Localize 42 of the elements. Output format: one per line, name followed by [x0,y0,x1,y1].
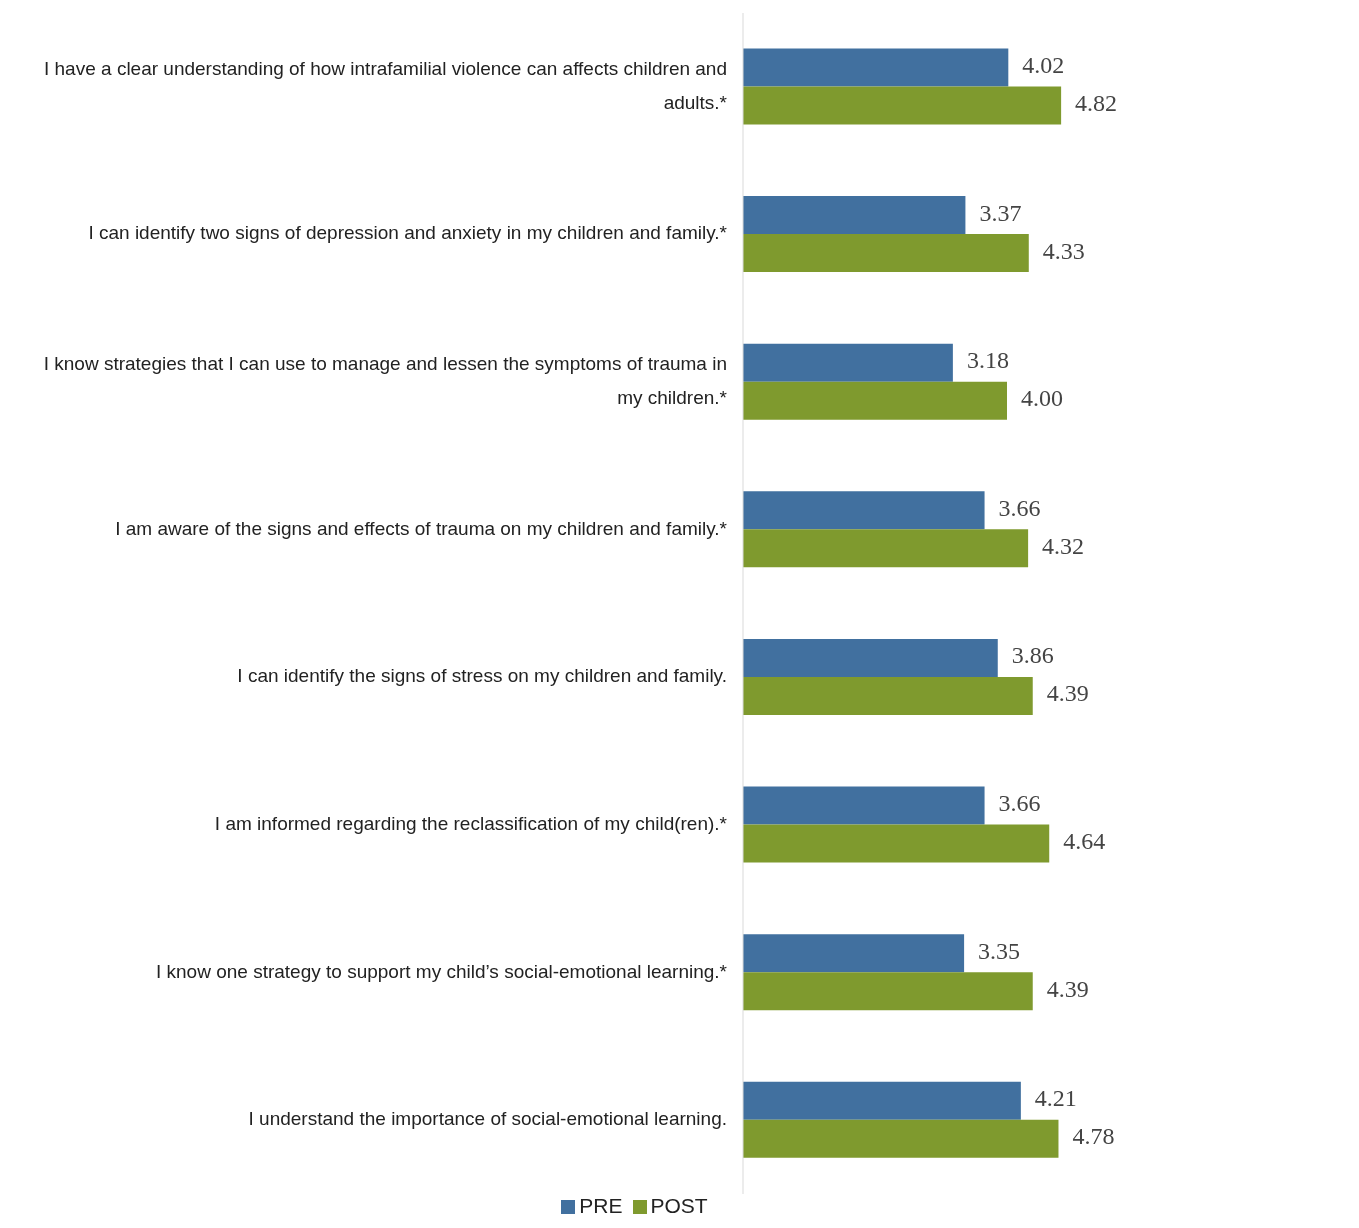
y-tick-label: I am aware of the signs and effects of trauma on my children and family.* [115,517,728,539]
bar [743,343,953,382]
bar [743,824,1050,863]
data-label: 4.32 [1042,532,1085,559]
legend-label: PRE [579,1194,623,1217]
data-label: 3.66 [998,494,1041,521]
data-label: 4.39 [1046,680,1089,707]
bar [743,491,985,530]
data-label: 3.37 [979,199,1022,226]
y-tick-label: I can identify the signs of stress on my children and family. [237,665,727,687]
data-label: 3.35 [978,937,1021,964]
data-label: 4.00 [1021,385,1063,412]
bar [743,676,1033,715]
bar [743,972,1033,1011]
y-tick-label: I know strategies that I can use to manage and lessen the symptoms of trauma in my children.* [43,353,728,409]
data-label: 4.64 [1063,828,1106,855]
bar [743,1081,1021,1120]
data-label: 4.39 [1046,975,1089,1002]
data-label: 3.66 [998,790,1041,817]
y-tick-label: I am informed regarding the reclassification of my child(ren).* [214,812,728,834]
bar [743,196,966,235]
y-tick-label: I have a clear understanding of how intrafamilial violence can affects children and adults.* [44,57,728,113]
data-label: 4.33 [1042,237,1085,264]
bar [743,529,1029,568]
bar [743,86,1062,125]
y-tick-label: I know one strategy to support my child’s social-emotional learning.* [156,960,728,982]
data-label: 3.86 [1011,642,1054,669]
data-label: 4.21 [1034,1085,1077,1112]
legend-label: POST [650,1194,708,1217]
bar [743,786,985,825]
bar [743,934,965,973]
bar [743,48,1009,87]
y-tick-label: I understand the importance of social-emotional learning. [248,1108,727,1130]
data-label: 4.02 [1022,51,1065,78]
data-label: 3.18 [966,347,1009,374]
bar [743,381,1007,420]
bar [743,638,998,677]
y-tick-label: I can identify two signs of depression and anxiety in my children and family.* [88,222,728,244]
bar [743,1119,1059,1158]
data-label: 4.82 [1075,89,1118,116]
bar [743,234,1029,273]
data-label: 4.78 [1072,1123,1115,1150]
